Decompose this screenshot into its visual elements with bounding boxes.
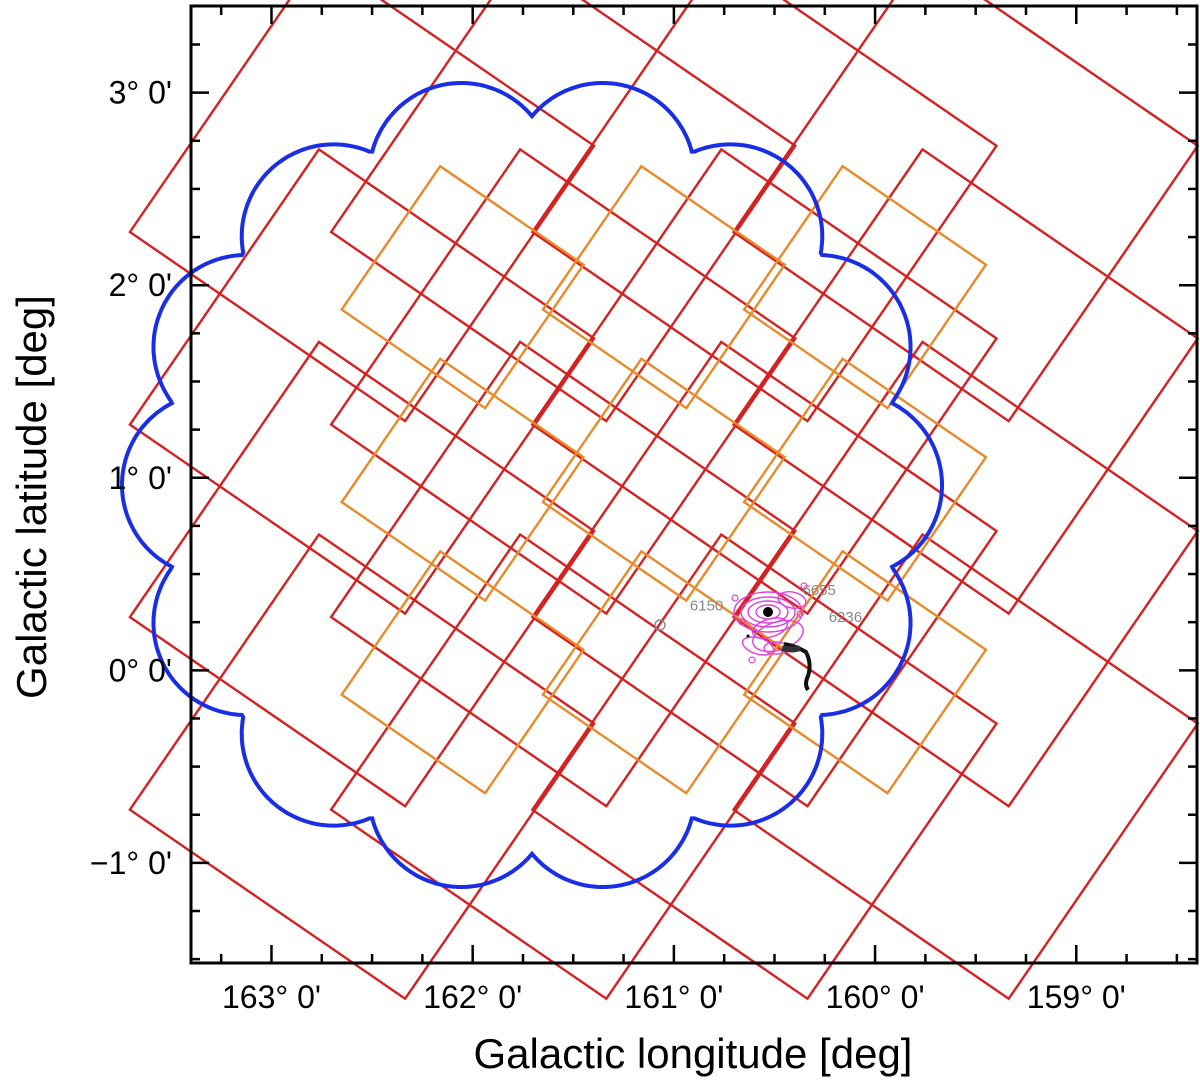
bright-source <box>763 607 773 617</box>
x-tick-label: 160° 0' <box>826 979 925 1015</box>
source-markers: 6655 6236 6150 <box>654 582 862 692</box>
emission-contours <box>731 582 808 664</box>
plot-frame <box>189 4 1199 965</box>
y-tick-label: 2° 0' <box>109 267 172 303</box>
x-tick-label: 159° 0' <box>1027 979 1126 1015</box>
x-tick-label: 162° 0' <box>423 979 522 1015</box>
coverage-outline <box>120 81 944 889</box>
source-label: 6236 <box>829 609 862 626</box>
orange-survey-field <box>541 164 787 410</box>
emission-contour <box>747 600 789 624</box>
red-survey-field <box>128 147 596 616</box>
source-marker-circle <box>654 619 666 631</box>
emission-contour <box>800 582 808 590</box>
y-axis-label: Galactic latitude [deg] <box>8 295 55 699</box>
red-survey-field <box>128 0 596 423</box>
point-source <box>746 634 750 638</box>
emission-contour <box>740 596 796 628</box>
orange-survey-field <box>340 164 586 410</box>
emission-contour <box>751 617 789 639</box>
survey-fields <box>128 0 1200 1001</box>
y-tick-label: −1° 0' <box>90 845 172 881</box>
y-tick-label: 0° 0' <box>109 652 172 688</box>
orange-survey-field <box>742 357 988 603</box>
red-survey-field <box>530 147 999 616</box>
emission-contour <box>777 590 807 610</box>
orange-survey-field <box>541 549 787 795</box>
y-tick-label: 3° 0' <box>109 75 172 111</box>
red-survey-field <box>329 340 797 808</box>
red-survey-field <box>530 532 999 1001</box>
red-survey-field <box>128 532 596 1001</box>
orange-survey-field <box>742 549 988 795</box>
orange-survey-field <box>742 164 988 410</box>
red-survey-field <box>731 0 1200 423</box>
red-survey-field <box>329 147 797 616</box>
emission-contour <box>731 594 739 602</box>
emission-contour <box>796 610 804 618</box>
orange-survey-field <box>340 549 586 795</box>
source-label: 6150 <box>690 597 723 614</box>
source-label: 6655 <box>803 582 836 599</box>
orange-survey-field <box>340 357 586 603</box>
x-tick-label: 163° 0' <box>222 979 321 1015</box>
tick-labels: 163° 0' 162° 0' 161° 0' 160° 0' 159° 0' 3° 0'… <box>90 75 1126 1015</box>
orange-survey-field <box>541 357 787 603</box>
coverage-boundary <box>120 81 944 889</box>
emission-contour <box>748 656 756 664</box>
x-axis-label: Galactic longitude [deg] <box>474 1030 913 1077</box>
axis-ticks <box>191 6 1197 963</box>
red-survey-field <box>530 340 999 808</box>
y-tick-label: 1° 0' <box>109 460 172 496</box>
filament-structure <box>781 645 802 653</box>
emission-contour <box>741 636 775 656</box>
emission-contour <box>738 618 746 626</box>
red-survey-field <box>329 532 797 1001</box>
red-survey-field <box>530 0 999 423</box>
x-tick-label: 161° 0' <box>624 979 723 1015</box>
red-survey-field <box>329 0 797 423</box>
red-survey-field <box>128 340 596 808</box>
